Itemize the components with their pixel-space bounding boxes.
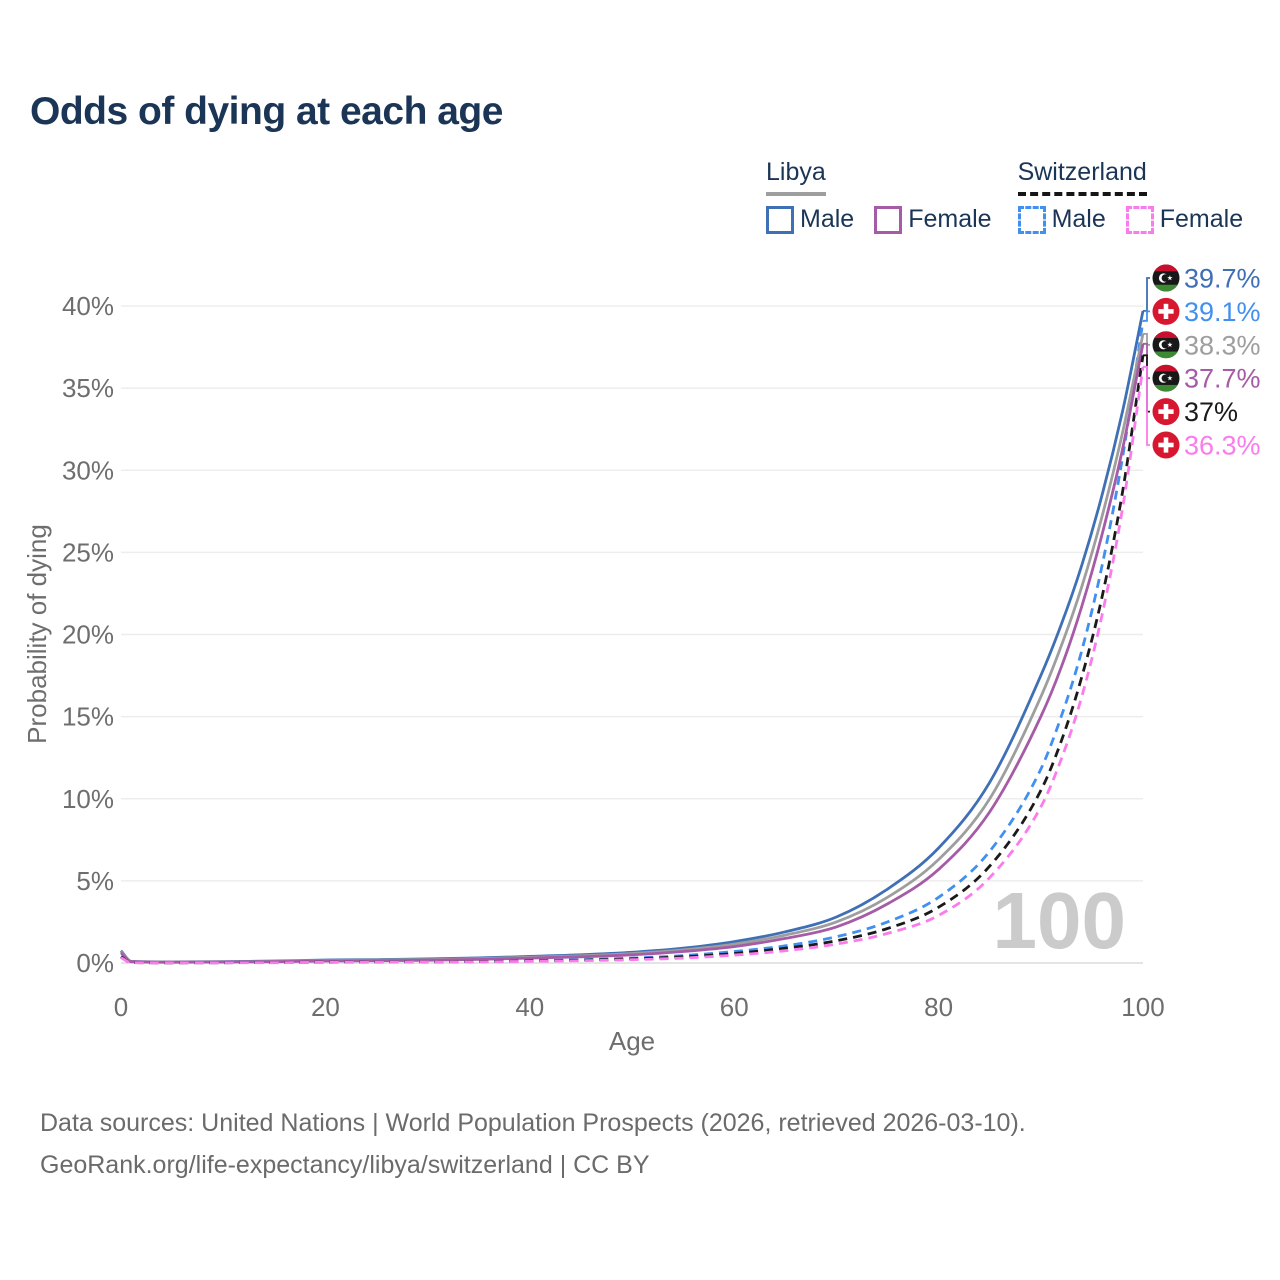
y-tick-label-25: 25% [62, 537, 114, 567]
libya-crescent-inner [1161, 341, 1170, 349]
legend-item-libya-male[interactable]: Male [766, 205, 854, 234]
legend-group-switzerland: Switzerland Male Female [1017, 158, 1244, 234]
libya-flag-stripes [1152, 331, 1180, 359]
legend-label-switzerland-male: Male [1051, 205, 1106, 233]
libya-stripe-green [1152, 384, 1180, 392]
libya-flag-icon [1152, 331, 1180, 359]
legend-item-switzerland-female[interactable]: Female [1125, 205, 1244, 234]
y-tick-label-30: 30% [62, 455, 114, 485]
libya-stripe-red [1152, 364, 1180, 372]
series-lines [119, 310, 1145, 965]
footer-attribution-line: GeoRank.org/life-expectancy/libya/switze… [40, 1151, 650, 1179]
series-line-switzerland-both-sexes[interactable] [120, 355, 1145, 965]
end-labels: 39.7%39.1%38.3% 37.7%37% 36.3% [1143, 264, 1261, 461]
footer: Data sources: United Nations | World Pop… [40, 1102, 1026, 1186]
leader-line-libya-both-sexes [1143, 333, 1150, 346]
y-tick-label-15: 15% [62, 702, 114, 732]
x-axis-title: Age [609, 1026, 655, 1056]
switzerland-male-swatch-icon[interactable] [1017, 205, 1046, 234]
libya-star [1167, 342, 1173, 348]
swiss-cross-horizontal [1158, 442, 1174, 448]
series-line-libya-female[interactable] [120, 343, 1145, 964]
legend-label-libya-male: Male [800, 205, 855, 233]
legend-label-switzerland-female: Female [1159, 205, 1244, 233]
libya-crescent-inner [1161, 374, 1170, 382]
legend-country-switzerland: Switzerland [1017, 158, 1147, 196]
legend-items-libya: Male Female [766, 205, 992, 234]
y-tick-label-0: 0% [76, 948, 114, 978]
libya-star [1167, 275, 1173, 281]
legend-group-libya: Libya Male Female [766, 158, 992, 234]
legend-country-libya: Libya [766, 158, 826, 196]
libya-stripe-red [1152, 331, 1180, 339]
legend-items-switzerland: Male Female [1017, 205, 1244, 234]
switzerland-flag-icon [1152, 431, 1180, 459]
legend: Libya Male Female Switzerland Male Femal… [766, 158, 1243, 234]
y-tick-label-20: 20% [62, 620, 114, 650]
libya-flag-stripes [1152, 264, 1180, 292]
switzerland-female-swatch-icon[interactable] [1125, 205, 1154, 234]
libya-crescent-inner [1161, 274, 1170, 282]
footer-datasource-line: Data sources: United Nations | World Pop… [40, 1109, 1026, 1137]
legend-label-libya-female: Female [908, 205, 992, 233]
end-label-libya-female: 37.7% [1184, 364, 1261, 394]
age-watermark: 100 [993, 876, 1126, 965]
x-tick-label-60: 60 [720, 992, 749, 1022]
legend-item-switzerland-male[interactable]: Male [1017, 205, 1106, 234]
y-tick-label-40: 40% [62, 291, 114, 321]
libya-stripe-red [1152, 264, 1180, 272]
end-label-switzerland-female: 36.3% [1184, 431, 1261, 461]
libya-stripe-green [1152, 351, 1180, 359]
series-line-switzerland-male[interactable] [120, 320, 1145, 965]
libya-flag-icon [1152, 364, 1180, 392]
series-line-switzerland-female[interactable] [120, 366, 1145, 965]
swiss-cross-horizontal [1158, 409, 1174, 414]
libya-female-swatch-icon[interactable] [874, 205, 903, 234]
x-tick-label-40: 40 [515, 992, 544, 1022]
x-tick-label-100: 100 [1121, 992, 1164, 1022]
y-axis-title: Probability of dying [22, 524, 52, 744]
x-tick-label-20: 20 [311, 992, 340, 1022]
axis-labels: 0% 5% 10% 15% 20% 25% 30% 35% 40% 0 20 40 60 80 100 Age… [22, 291, 1165, 1056]
age-watermark-text: 100 [993, 876, 1126, 965]
switzerland-flag-icon [1152, 398, 1180, 426]
switzerland-flag-icon [1152, 297, 1180, 325]
libya-stripe-green [1152, 284, 1180, 292]
end-label-switzerland-male: 39.1% [1184, 297, 1261, 327]
end-label-switzerland-both-sexes: 37% [1184, 397, 1238, 427]
libya-flag-stripes [1152, 364, 1180, 392]
legend-item-libya-female[interactable]: Female [874, 205, 992, 234]
end-label-libya-male: 39.7% [1184, 264, 1261, 294]
leader-line-switzerland-male [1143, 310, 1150, 322]
libya-star [1167, 375, 1173, 381]
leader-line-switzerland-female [1143, 365, 1150, 446]
x-tick-label-80: 80 [924, 992, 953, 1022]
page-title: Odds of dying at each age [30, 90, 503, 133]
y-tick-label-10: 10% [62, 784, 114, 814]
leader-line-libya-male [1143, 277, 1150, 312]
x-tick-label-0: 0 [114, 992, 128, 1022]
libya-flag-icon [1152, 264, 1180, 292]
swiss-cross-horizontal [1158, 309, 1174, 314]
y-tick-label-35: 35% [62, 373, 114, 403]
libya-male-swatch-icon[interactable] [766, 205, 794, 234]
gridlines [121, 305, 1143, 964]
end-label-libya-both-sexes: 38.3% [1184, 330, 1261, 360]
y-tick-label-5: 5% [76, 866, 114, 896]
